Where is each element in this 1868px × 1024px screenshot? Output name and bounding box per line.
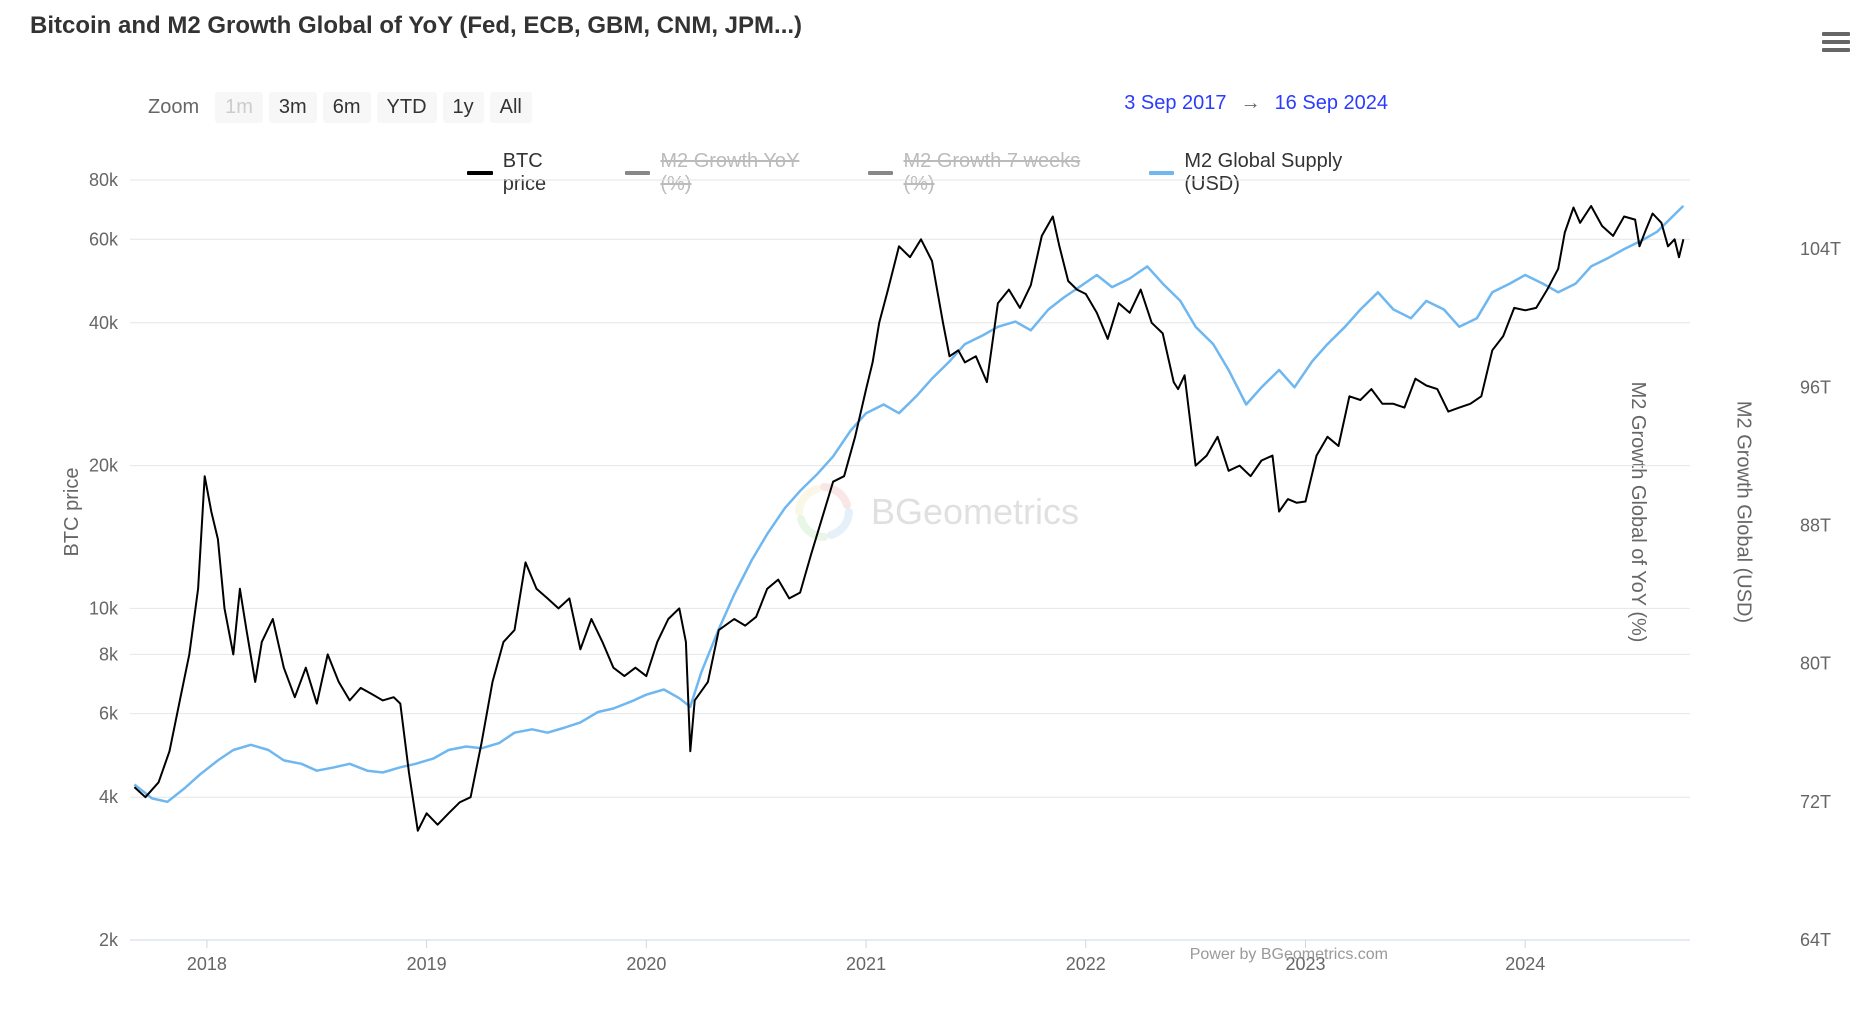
svg-text:6k: 6k: [99, 704, 119, 724]
series-btc-price: [134, 206, 1683, 831]
svg-text:2021: 2021: [846, 954, 886, 974]
svg-text:80k: 80k: [89, 170, 119, 190]
svg-text:2018: 2018: [187, 954, 227, 974]
svg-text:96T: 96T: [1800, 377, 1831, 397]
svg-text:72T: 72T: [1800, 792, 1831, 812]
svg-text:8k: 8k: [99, 644, 119, 664]
svg-text:2024: 2024: [1505, 954, 1545, 974]
svg-text:10k: 10k: [89, 598, 119, 618]
series-m2-global-supply: [134, 206, 1683, 802]
svg-text:64T: 64T: [1800, 930, 1831, 950]
svg-text:2020: 2020: [626, 954, 666, 974]
svg-text:104T: 104T: [1800, 239, 1841, 259]
svg-text:4k: 4k: [99, 787, 119, 807]
svg-text:88T: 88T: [1800, 515, 1831, 535]
plot-svg: 2k 4k 6k 8k 10k 20k 40k 60k 80k 64T 72T 80T 88T 96T 10…: [0, 0, 1868, 1024]
svg-text:2k: 2k: [99, 930, 119, 950]
credit-text: Power by BGeometrics.com: [1190, 946, 1388, 964]
svg-text:2019: 2019: [407, 954, 447, 974]
svg-text:60k: 60k: [89, 229, 119, 249]
svg-text:40k: 40k: [89, 313, 119, 333]
svg-text:20k: 20k: [89, 456, 119, 476]
svg-text:2022: 2022: [1066, 954, 1106, 974]
svg-text:80T: 80T: [1800, 654, 1831, 674]
chart-container: Bitcoin and M2 Growth Global of YoY (Fed…: [0, 0, 1868, 1024]
